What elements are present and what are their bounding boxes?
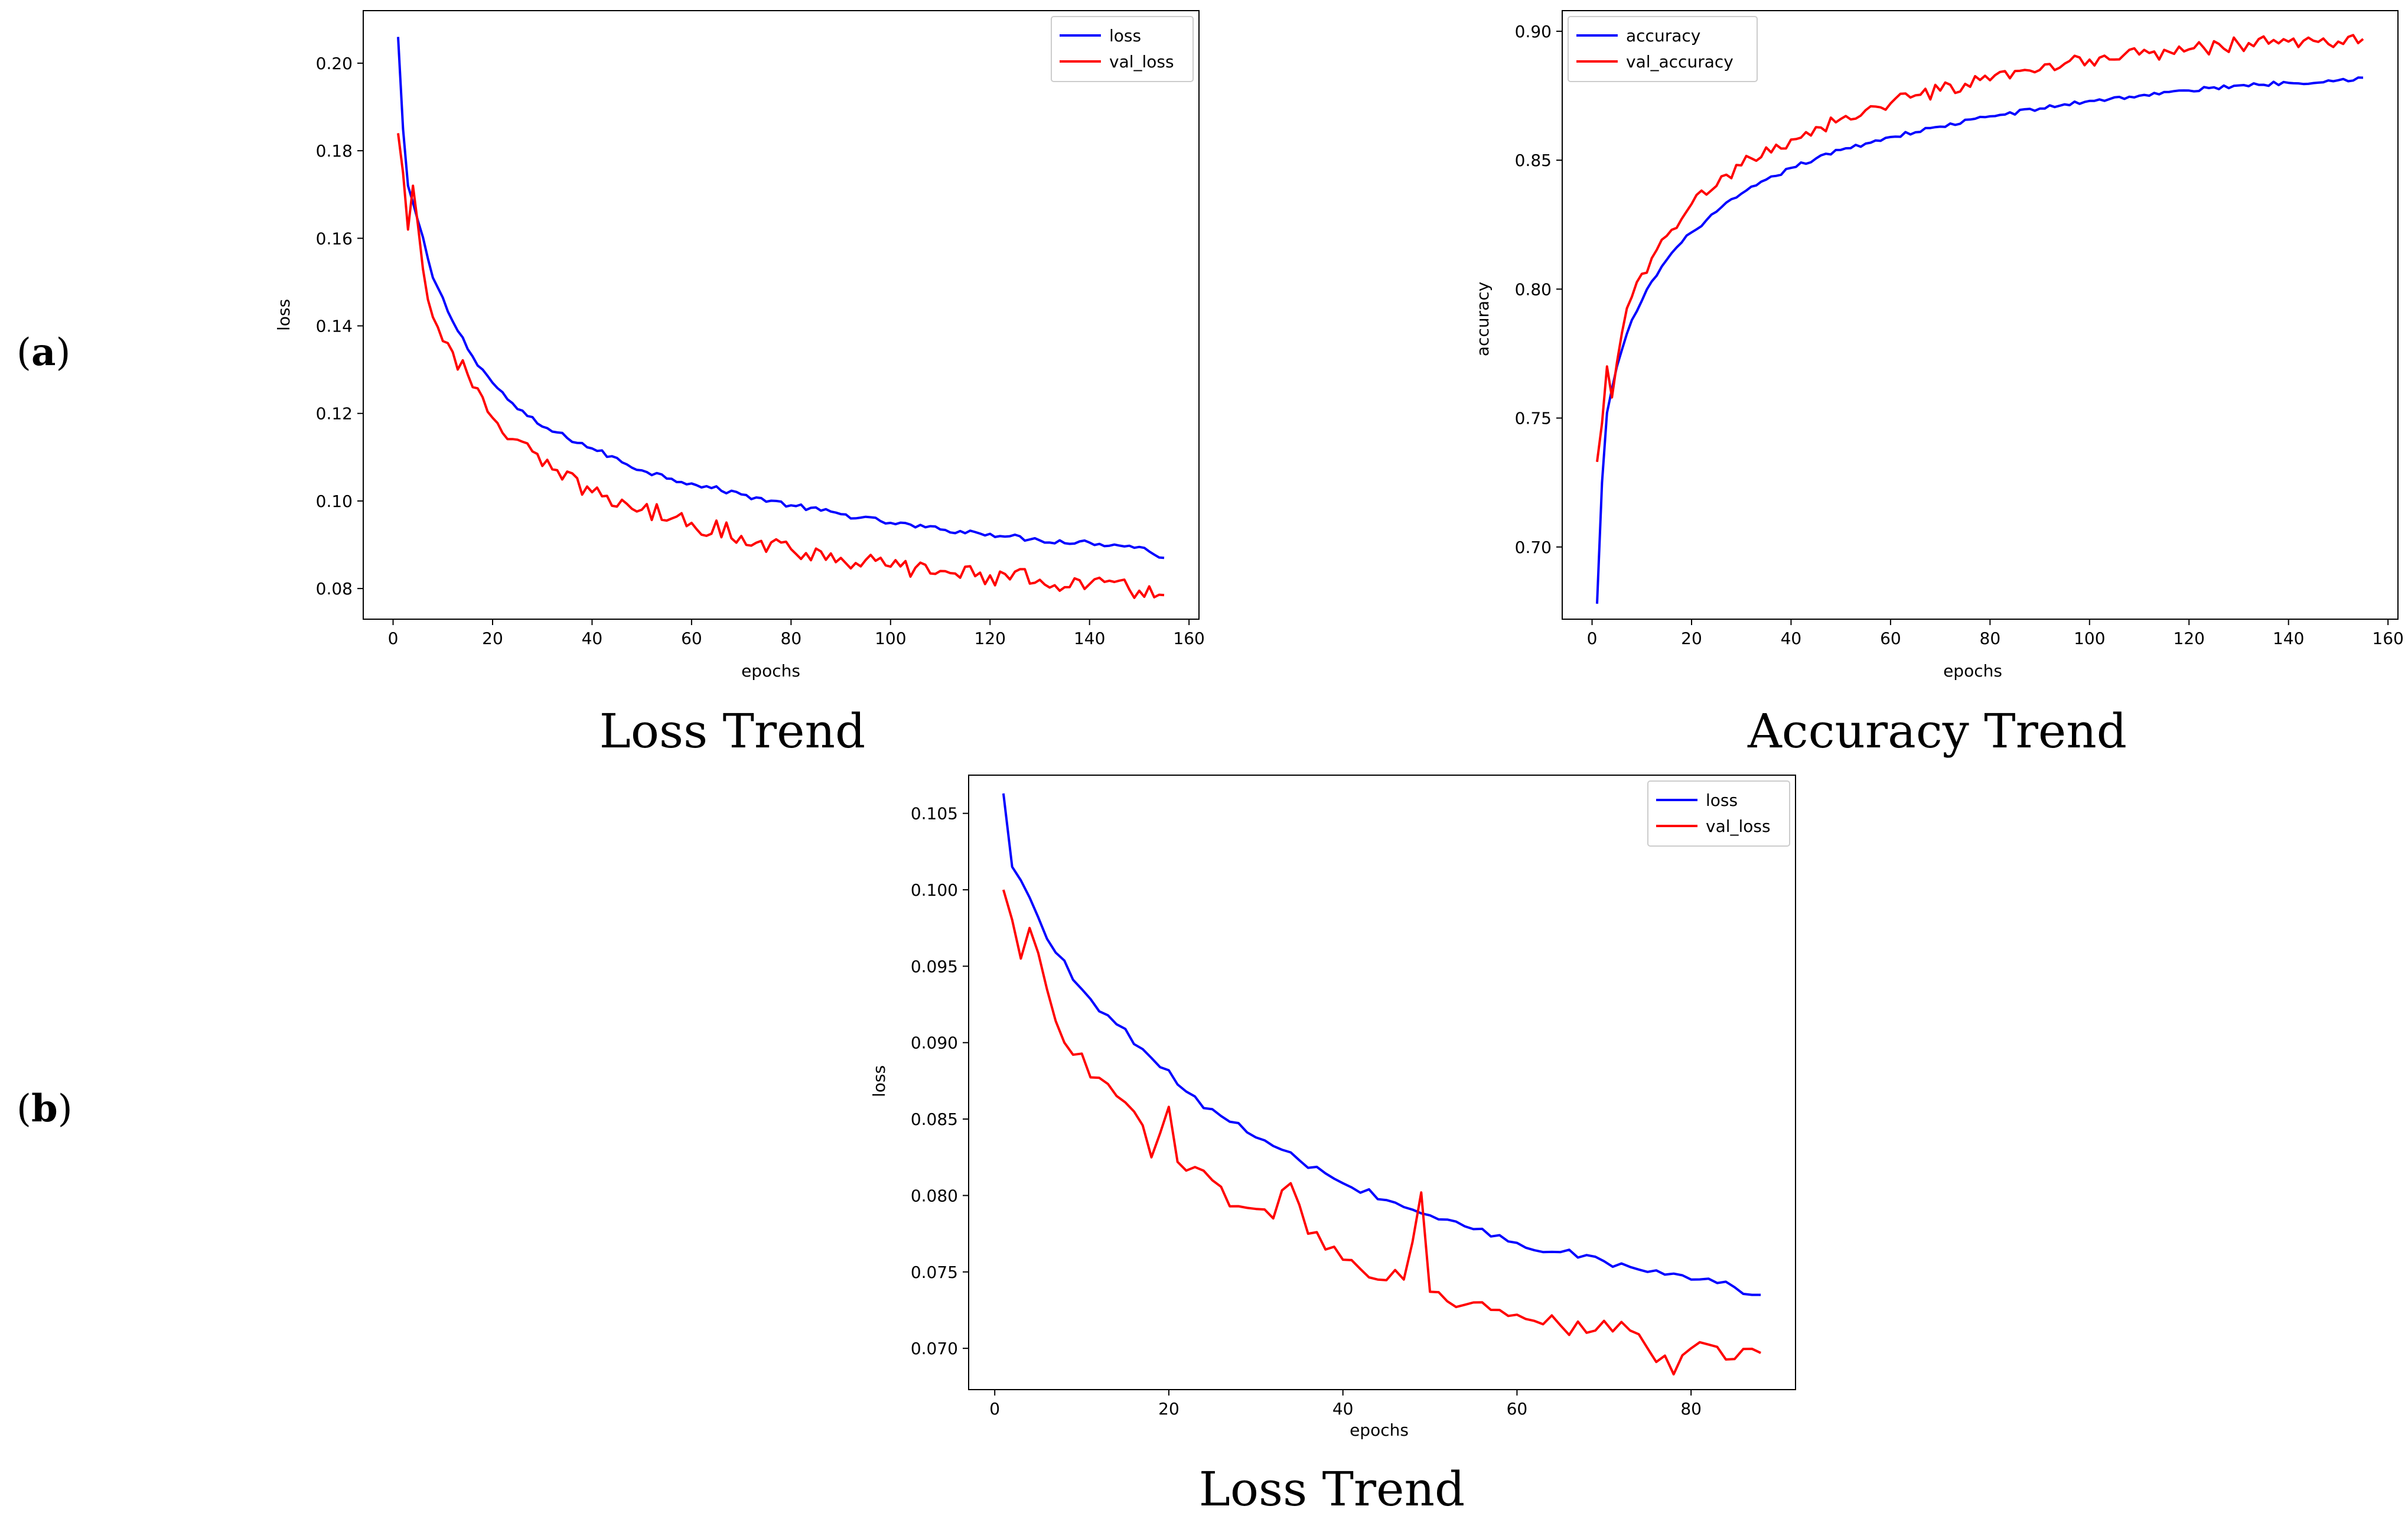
y-tick-label: 0.90 [1515,22,1552,41]
x-tick-label: 40 [1332,1399,1354,1419]
y-tick-label: 0.20 [316,54,353,73]
x-tick-label: 20 [1158,1399,1179,1419]
x-tick-label: 0 [1587,629,1598,648]
chart-caption: Loss Trend [599,704,866,759]
x-tick-label: 60 [1880,629,1901,648]
plot-frame [968,775,1796,1390]
legend-label-loss: loss [1706,791,1738,810]
y-tick-label: 0.085 [911,1110,958,1129]
x-tick-label: 0 [989,1399,1000,1419]
x-tick-label: 80 [1680,1399,1702,1419]
legend-box [1647,780,1790,847]
series-line-val-loss [1002,889,1761,1376]
panel-label-a: (a) [17,330,70,375]
chart-loss-trend-a: 0 20 40 60 80 100 120 140 160 0.08 0.10 0.12 0.14 0.1… [274,10,1205,759]
x-tick-label: 20 [482,629,503,648]
x-tick-label: 100 [875,629,906,648]
x-tick-label: 40 [1781,629,1802,648]
y-axis-label: loss [274,299,294,331]
legend-box [1051,16,1194,82]
x-tick-label: 80 [1980,629,2001,648]
y-tick-label: 0.100 [911,880,958,900]
series-line-loss [397,37,1165,560]
y-axis-label: loss [869,1065,889,1097]
x-tick-label: 20 [1681,629,1702,648]
y-tick-label: 0.18 [316,141,353,161]
y-tick-label: 0.10 [316,492,353,511]
chart-accuracy-trend-a: 0 20 40 60 80 100 120 140 160 0.70 0.75 0.80 0.85 0.9… [1473,10,2404,759]
legend-label-val-accuracy: val_accuracy [1626,52,1734,71]
series-line-val-accuracy [1596,34,2364,463]
y-tick-label: 0.105 [911,804,958,824]
y-tick-label: 0.12 [316,404,353,424]
y-tick-label: 0.80 [1515,279,1552,299]
legend-label-val-loss: val_loss [1109,52,1174,71]
legend-label-accuracy: accuracy [1626,26,1700,45]
chart-loss-trend-b: 0 20 40 60 80 0.070 0.075 0.080 0.085 0.090 0.095 0… [869,775,1796,1517]
x-tick-label: 40 [582,629,603,648]
legend-box [1568,16,1758,82]
series-line-loss [1002,793,1761,1296]
y-tick-label: 0.095 [911,957,958,976]
y-tick-label: 0.85 [1515,151,1552,170]
x-axis-label: epochs [1943,661,2002,681]
x-tick-label: 140 [1074,629,1105,648]
y-tick-label: 0.090 [911,1033,958,1053]
x-tick-label: 60 [681,629,702,648]
series-line-val-loss [397,133,1165,599]
x-tick-label: 160 [1173,629,1204,648]
x-axis-label: epochs [1350,1420,1409,1440]
series-line-accuracy [1596,76,2364,604]
y-tick-label: 0.070 [911,1339,958,1358]
y-tick-label: 0.14 [316,317,353,336]
plot-frame [1562,10,2399,620]
x-tick-label: 120 [975,629,1006,648]
y-tick-label: 0.16 [316,229,353,248]
legend-label-val-loss: val_loss [1706,817,1771,836]
x-tick-label: 0 [388,629,399,648]
y-tick-label: 0.08 [316,579,353,599]
x-tick-label: 60 [1507,1399,1528,1419]
panel-label-b: (b) [17,1087,73,1131]
plot-frame [363,10,1200,620]
chart-caption: Loss Trend [1199,1462,1465,1517]
x-tick-label: 120 [2174,629,2205,648]
x-axis-label: epochs [741,661,800,681]
x-tick-label: 100 [2074,629,2105,648]
y-tick-label: 0.70 [1515,538,1552,557]
chart-caption: Accuracy Trend [1747,704,2127,759]
y-tick-label: 0.75 [1515,409,1552,428]
y-tick-label: 0.075 [911,1263,958,1282]
x-tick-label: 140 [2273,629,2304,648]
legend-label-loss: loss [1109,26,1141,45]
x-tick-label: 160 [2372,629,2403,648]
y-axis-label: accuracy [1473,282,1493,356]
y-tick-label: 0.080 [911,1186,958,1205]
x-tick-label: 80 [781,629,802,648]
